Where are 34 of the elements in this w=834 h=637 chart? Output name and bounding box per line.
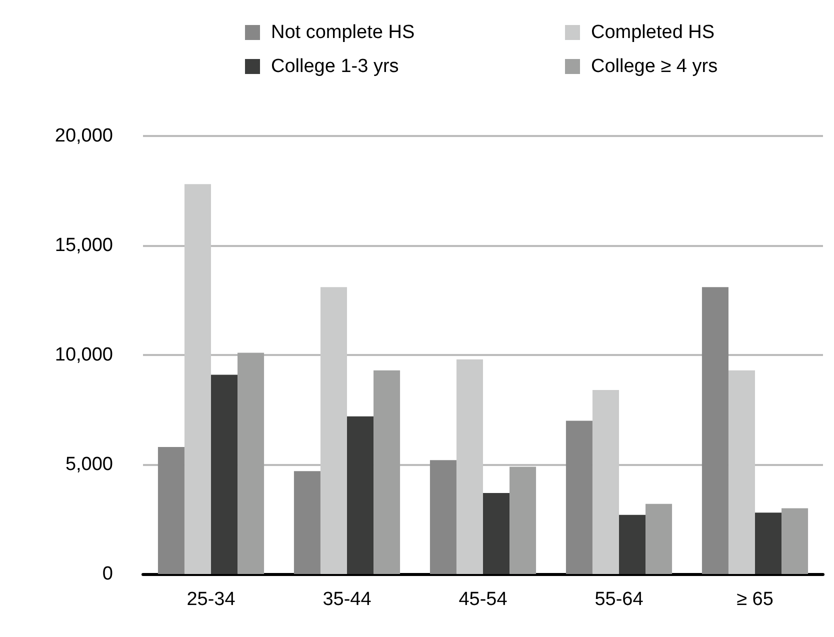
bar <box>483 492 510 574</box>
bar <box>782 508 808 574</box>
legend-label: Completed HS <box>591 22 715 43</box>
bar <box>158 446 184 574</box>
bar <box>592 390 619 574</box>
legend-label: College ≥ 4 yrs <box>591 56 718 77</box>
bar <box>430 460 456 574</box>
bar <box>211 374 238 574</box>
bar <box>702 287 728 574</box>
bar <box>566 420 592 574</box>
bar <box>619 514 646 574</box>
bar <box>510 466 536 574</box>
bar <box>755 512 782 574</box>
bar <box>728 370 755 574</box>
y-tick-label: 20,000 <box>54 126 113 146</box>
y-tick-label: 5,000 <box>65 454 113 475</box>
bar <box>184 184 211 574</box>
x-tick-label: ≥ 65 <box>736 589 774 610</box>
x-tick-label: 55-64 <box>594 589 644 610</box>
legend-label: College 1-3 yrs <box>271 56 399 77</box>
y-tick-label: 10,000 <box>54 344 113 366</box>
bar <box>374 370 400 574</box>
bar <box>347 416 374 574</box>
legend-label: Not complete HS <box>271 22 415 43</box>
x-tick-label: 35-44 <box>322 589 372 610</box>
bar <box>320 287 347 574</box>
x-tick-label: 45-54 <box>458 589 508 610</box>
bar <box>456 359 483 574</box>
bar <box>646 504 672 574</box>
x-tick-label: 25-34 <box>186 589 236 610</box>
bar <box>238 352 264 574</box>
y-tick-label: 15,000 <box>54 235 113 256</box>
y-tick-label: 0 <box>102 564 113 584</box>
bar <box>294 471 320 574</box>
